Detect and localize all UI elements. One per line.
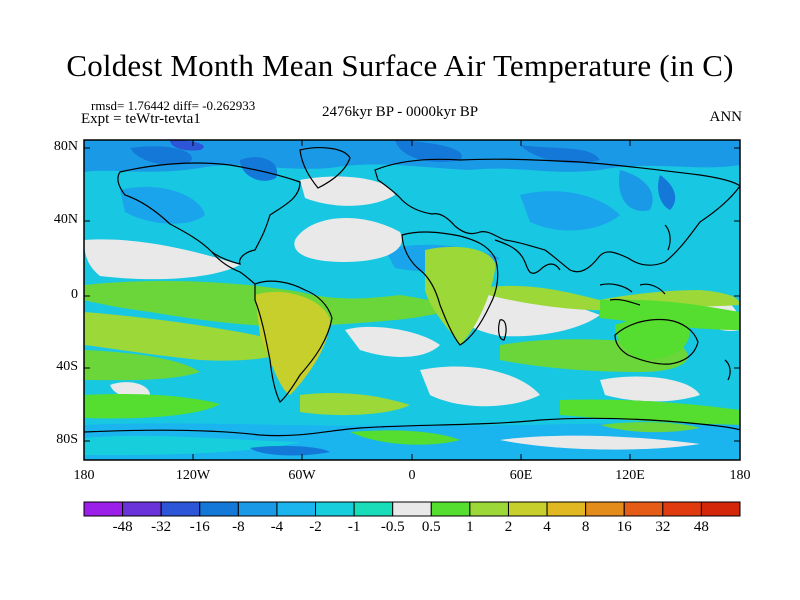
colorbar-label: -48: [112, 519, 133, 535]
colorbar-label: -32: [151, 519, 172, 535]
colorbar-label: -16: [189, 519, 210, 535]
colorbar-label: 0.5: [421, 519, 441, 535]
colorbar-label: -8: [232, 519, 245, 535]
lat-label-40n: 40N: [53, 212, 78, 227]
lon-label-120w: 120W: [175, 468, 211, 483]
colorbar-swatch: [237, 501, 278, 517]
lon-label-0: 0: [408, 468, 416, 483]
colorbar-label: 8: [581, 519, 590, 535]
experiment-text: Expt = teWtr-tevta1: [81, 111, 201, 127]
colorbar-swatch: [392, 501, 432, 517]
lon-label-120e: 120E: [615, 468, 645, 483]
colorbar-label: -4: [270, 519, 284, 535]
season-text: ANN: [709, 109, 743, 125]
lon-label-180e: 180: [729, 468, 751, 483]
stats-text: rmsd= 1.76442 diff= -0.262933: [91, 98, 256, 113]
lon-label-60e: 60E: [509, 468, 533, 483]
colorbar-swatch: [546, 501, 587, 517]
colorbar-label: 48: [693, 519, 709, 535]
coastlines: [84, 147, 740, 437]
lon-label-60w: 60W: [288, 468, 316, 483]
colorbar-label: -0.5: [380, 519, 405, 535]
lat-label-80n: 80N: [53, 139, 78, 154]
colorbar-swatch: [160, 501, 201, 517]
lon-label-180w: 180: [73, 468, 95, 483]
colorbar-label: 4: [543, 519, 551, 535]
colorbar-swatch: [83, 501, 124, 517]
colorbar-swatch: [469, 501, 509, 517]
colorbar-swatch: [276, 501, 317, 517]
colorbar-swatch: [507, 501, 548, 517]
map-title: Coldest Month Mean Surface Air Temperatu…: [66, 48, 734, 83]
colorbar-swatch: [315, 501, 355, 517]
temperature-field: [84, 140, 740, 460]
colorbar-swatch: [430, 501, 471, 517]
colorbar-label: 1: [466, 519, 474, 535]
colorbar: [83, 501, 741, 517]
colorbar-swatch: [623, 501, 664, 517]
colorbar-swatch: [700, 501, 741, 517]
colorbar-label: -2: [309, 519, 322, 535]
colorbar-swatch: [353, 501, 394, 517]
lat-label-40s: 40S: [56, 359, 78, 374]
period-text: 2476kyr BP - 0000kyr BP: [321, 104, 479, 120]
colorbar-swatch: [122, 501, 162, 517]
colorbar-label: 32: [655, 519, 671, 535]
colorbar-label: -1: [347, 519, 361, 535]
colorbar-label: 2: [504, 519, 513, 535]
colorbar-swatch: [662, 501, 702, 517]
lat-label-80s: 80S: [56, 432, 78, 447]
colorbar-swatch: [199, 501, 239, 517]
colorbar-label: 16: [616, 519, 632, 535]
colorbar-swatch: [585, 501, 625, 517]
lat-label-0: 0: [71, 287, 78, 302]
ticks: [83, 140, 741, 460]
